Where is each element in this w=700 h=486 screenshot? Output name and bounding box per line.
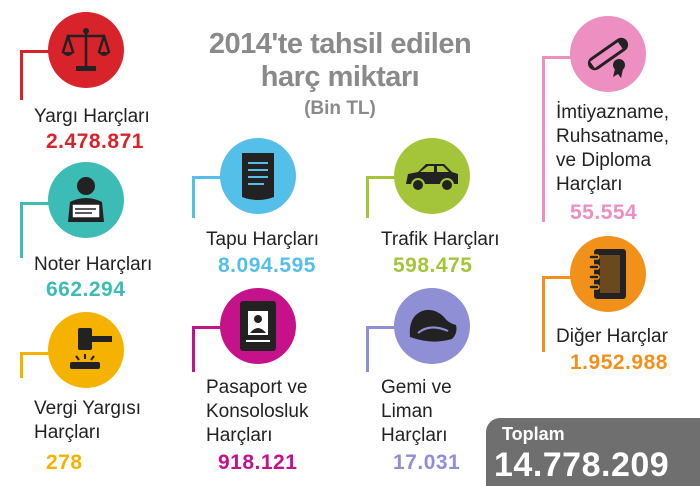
item-label-line-1: Pasaport ve xyxy=(206,377,308,398)
item-label: Yargı Harçları xyxy=(34,106,150,127)
passport-icon xyxy=(220,288,296,364)
connector-line xyxy=(542,276,545,352)
item-value: 8.094.595 xyxy=(218,254,316,277)
total-box: Toplam 14.778.209 xyxy=(486,418,700,486)
connector-line xyxy=(192,326,222,329)
connector-line xyxy=(20,202,23,258)
connector-line xyxy=(366,326,369,372)
notary-icon xyxy=(48,162,124,238)
item-label-line-3: Harçları xyxy=(206,425,273,446)
item-label: Diğer Harçlar xyxy=(556,326,668,347)
car-icon xyxy=(394,138,470,214)
title-line-1: 2014'te tahsil edilen xyxy=(208,28,472,60)
item-label-line-2: Ruhsatname, xyxy=(556,126,670,147)
connector-line xyxy=(366,176,396,179)
item-label-line-1: Vergi Yargısı xyxy=(34,398,142,419)
item-label: Tapu Harçları xyxy=(206,229,319,250)
item-value: 1.952.988 xyxy=(570,351,668,374)
total-value: 14.778.209 xyxy=(494,446,670,484)
item-label-line-1: Gemi ve xyxy=(381,377,452,398)
item-label-line-4: Harçları xyxy=(556,174,623,195)
chart-title: 2014'te tahsil edilen harç miktarı xyxy=(160,28,520,94)
gavel-icon xyxy=(48,312,124,388)
deed-scroll-icon xyxy=(220,138,296,214)
notebook-icon xyxy=(570,236,646,312)
item-label-line-2: Liman xyxy=(381,401,433,422)
item-label-line-2: Konsolosluk xyxy=(206,401,309,422)
item-value: 2.478.871 xyxy=(46,130,144,153)
item-value: 17.031 xyxy=(393,451,461,474)
item-label-line-3: Harçları xyxy=(381,425,448,446)
item-value: 662.294 xyxy=(46,278,126,301)
connector-line xyxy=(542,56,545,222)
item-label: Trafik Harçları xyxy=(381,229,500,250)
connector-line xyxy=(366,176,369,218)
item-value: 55.554 xyxy=(570,201,638,224)
item-label: Noter Harçları xyxy=(34,254,153,275)
item-label-line-3: ve Diploma xyxy=(556,150,652,171)
connector-line xyxy=(366,326,396,329)
connector-line xyxy=(542,276,572,279)
connector-line xyxy=(20,352,50,355)
connector-line xyxy=(20,352,23,378)
connector-line xyxy=(192,326,195,372)
item-value: 918.121 xyxy=(218,451,298,474)
connector-line xyxy=(192,176,222,179)
connector-line xyxy=(20,50,50,53)
total-label: Toplam xyxy=(502,424,565,444)
connector-line xyxy=(20,202,50,205)
scales-icon xyxy=(48,12,124,88)
item-value: 598.475 xyxy=(393,254,473,277)
diploma-icon xyxy=(570,16,646,92)
item-value: 278 xyxy=(46,451,83,474)
title-line-2: harç miktarı xyxy=(260,61,420,93)
item-label-line-2: Harçları xyxy=(34,422,101,443)
unit-subtitle: (Bin TL) xyxy=(304,98,376,119)
connector-line xyxy=(20,50,23,100)
ship-hat-icon xyxy=(394,288,470,364)
item-label-line-1: İmtiyazname, xyxy=(556,102,669,123)
connector-line xyxy=(542,56,572,59)
connector-line xyxy=(192,176,195,218)
